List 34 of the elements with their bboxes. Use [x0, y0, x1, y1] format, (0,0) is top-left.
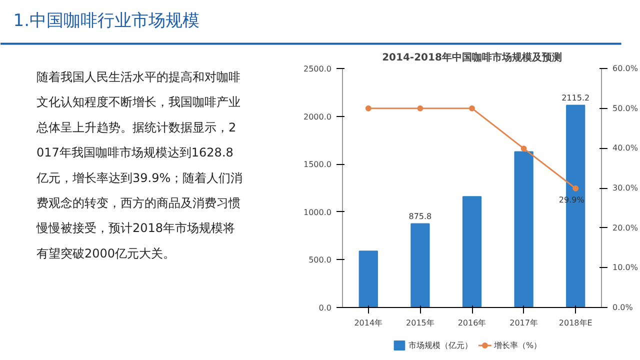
x-tick-label: 2018年E [558, 318, 592, 328]
bar [514, 151, 534, 308]
legend-label: 增长率（%） [493, 341, 542, 350]
point [520, 146, 527, 152]
y-tick-label: 1500.0 [304, 160, 332, 170]
x-tick-label: 2016年 [458, 318, 486, 328]
y-tick-label: 500.0 [308, 256, 332, 265]
y2-tick-label: 0.0% [612, 303, 634, 312]
point [469, 105, 475, 112]
y-tick-label: 2000.0 [304, 112, 332, 122]
text: 1.中国咖啡行业市场规模 [13, 10, 200, 31]
legend-label: 市场规模（亿元） [408, 341, 473, 350]
bar [358, 250, 378, 308]
text: 随着我国人民生活水平的提高和对咖啡文化认知程度不断增长，我国咖啡产业总体呈上升趋势。据统计数据显示，2017年我国咖啡市场规模达到1628.8亿元，增长率达到39.9%；随着人们消费观念的转变，西方的商品及消费习惯慢慢被接受，预计2018年市场规模将有望突破2000亿元大关。 [36, 70, 243, 260]
x-tick-label: 2017年 [510, 318, 538, 328]
x-tick-label: 2015年 [406, 318, 434, 328]
chart-subtitle: 2014-2018年中国咖啡市场规模及预测 [382, 52, 562, 64]
y2-tick-label: 50.0% [612, 104, 638, 113]
y-tick-label: 0.0 [318, 304, 332, 312]
y-tick-label: 2500.0 [304, 64, 332, 74]
point [417, 105, 424, 112]
y2-tick-label: 10.0% [612, 263, 638, 272]
x-tick-label: 2014年 [354, 318, 383, 328]
point [572, 185, 579, 192]
y-tick-label: 1000.0 [304, 208, 332, 217]
bar [410, 223, 430, 308]
y2-tick-label: 20.0% [612, 223, 638, 232]
y2-tick-label: 60.0% [612, 64, 638, 73]
y2-tick-label: 40.0% [612, 144, 638, 153]
point [365, 105, 372, 112]
data-label: 2115.2 [562, 93, 590, 102]
y2-tick-label: 30.0% [612, 184, 638, 192]
bar [462, 196, 482, 308]
data-label: 875.8 [408, 212, 432, 221]
